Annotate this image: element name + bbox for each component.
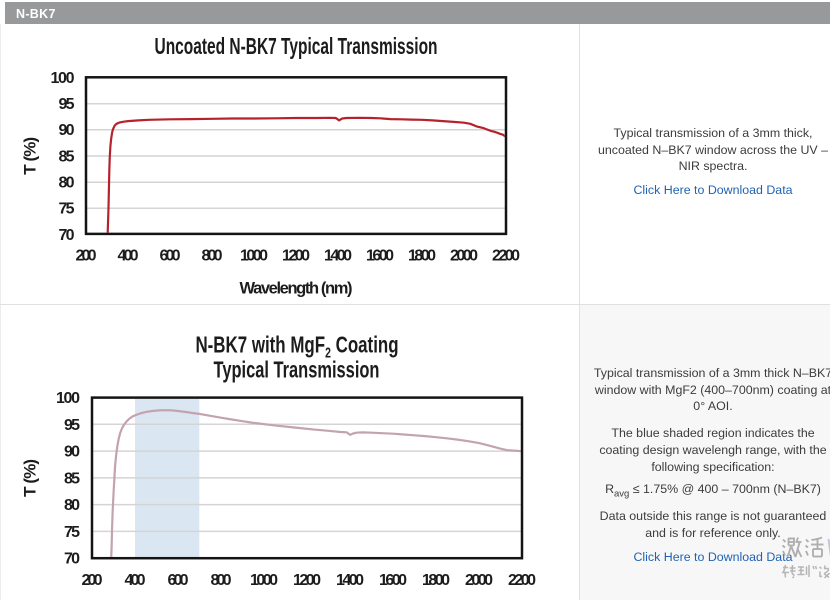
svg-text:95: 95 (64, 417, 80, 434)
svg-text:800: 800 (211, 572, 232, 589)
svg-text:1600: 1600 (379, 572, 407, 589)
svg-text:70: 70 (59, 227, 75, 244)
svg-text:70: 70 (64, 551, 80, 568)
svg-text:1400: 1400 (336, 572, 364, 589)
svg-text:1200: 1200 (282, 248, 310, 265)
svg-text:100: 100 (56, 390, 80, 407)
svg-text:1800: 1800 (408, 248, 436, 265)
svg-text:Wavelength (nm): Wavelength (nm) (240, 280, 353, 298)
svg-text:2200: 2200 (508, 572, 536, 589)
svg-text:80: 80 (64, 497, 80, 514)
svg-text:T (%): T (%) (21, 459, 40, 497)
svg-text:T (%): T (%) (21, 137, 40, 175)
svg-text:1600: 1600 (366, 248, 394, 265)
svg-text:400: 400 (125, 572, 146, 589)
svg-text:400: 400 (118, 248, 139, 265)
svg-text:600: 600 (160, 248, 181, 265)
svg-text:90: 90 (59, 122, 75, 139)
svg-text:100: 100 (51, 70, 75, 87)
svg-text:75: 75 (59, 201, 75, 218)
svg-text:2000: 2000 (450, 248, 478, 265)
svg-text:N-BK7 with MgF2 Coating: N-BK7 with MgF2 Coating (195, 332, 398, 361)
svg-text:90: 90 (64, 444, 80, 461)
svg-text:200: 200 (82, 572, 103, 589)
svg-text:1000: 1000 (240, 248, 268, 265)
svg-text:600: 600 (168, 572, 189, 589)
svg-text:1200: 1200 (293, 572, 321, 589)
svg-text:Typical Transmission: Typical Transmission (214, 358, 380, 383)
svg-text:1000: 1000 (250, 572, 278, 589)
svg-text:Uncoated N-BK7 Typical Transmi: Uncoated N-BK7 Typical Transmission (155, 33, 438, 59)
svg-text:75: 75 (64, 524, 80, 541)
svg-text:2200: 2200 (492, 248, 520, 265)
svg-text:80: 80 (59, 175, 75, 192)
svg-text:200: 200 (76, 248, 97, 265)
svg-text:85: 85 (59, 148, 75, 165)
svg-text:2000: 2000 (465, 572, 493, 589)
svg-text:1800: 1800 (422, 572, 450, 589)
svg-text:1400: 1400 (324, 248, 352, 265)
svg-text:95: 95 (59, 96, 75, 113)
svg-text:800: 800 (202, 248, 223, 265)
svg-text:85: 85 (64, 470, 80, 487)
